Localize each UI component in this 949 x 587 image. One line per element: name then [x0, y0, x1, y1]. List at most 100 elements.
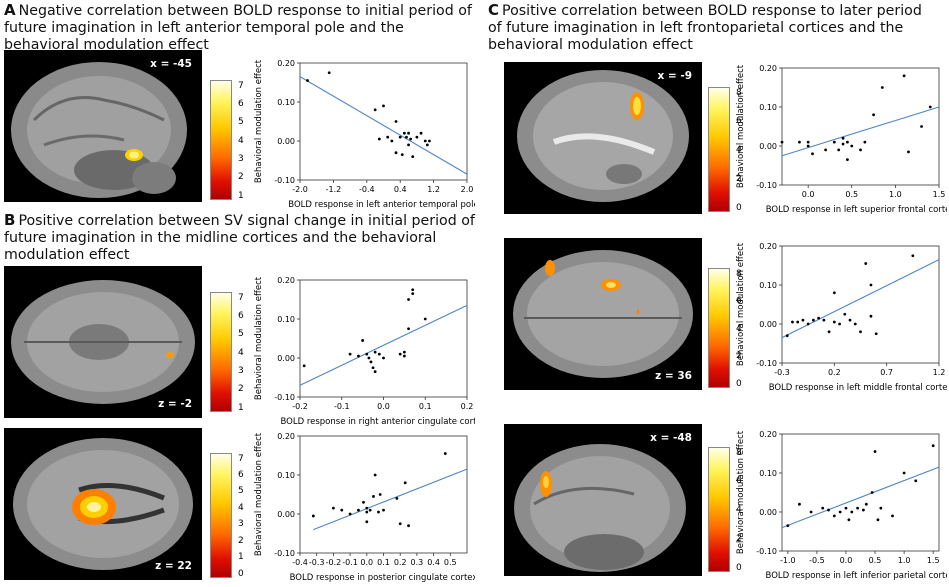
- scatter-svg: -0.10 0.00 0.10 0.20 -0.3 0.2 0.7 1.2 BOLD respo…: [736, 242, 949, 393]
- colorbar-tick-label: 0: [736, 378, 742, 389]
- colorbar-tick-label: 2: [736, 351, 742, 361]
- data-point: [785, 334, 789, 338]
- y-axis-label: Behavioral modulation effect: [254, 276, 264, 400]
- x-tick-label: 0.1: [419, 402, 432, 411]
- data-point: [827, 330, 831, 334]
- x-tick-label: 0.0: [360, 558, 373, 567]
- caption-b-text: Positive correlation between SV signal c…: [4, 213, 475, 263]
- data-point: [821, 506, 825, 510]
- plot-frame: [781, 245, 940, 364]
- data-point: [357, 354, 360, 358]
- data-point: [394, 120, 398, 123]
- data-point: [832, 291, 836, 295]
- data-point: [850, 510, 854, 514]
- caption-c-text: Positive correlation between BOLD respon…: [488, 3, 922, 53]
- colorbar-tick-label: 6: [238, 98, 244, 109]
- x-tick-label: 2.0: [461, 185, 474, 194]
- colorbar-tick-label: 2: [238, 384, 244, 395]
- data-point: [407, 298, 410, 301]
- colorbar-tick-label: 4: [736, 505, 742, 515]
- x-tick-label: 0.2: [461, 402, 474, 411]
- x-tick-label: -0.3: [774, 368, 790, 377]
- regression-line: [781, 259, 940, 339]
- y-tick-label: 0.00: [759, 142, 777, 151]
- data-point: [841, 136, 845, 140]
- data-point: [812, 318, 815, 322]
- colorbar-tick-label: 1: [238, 190, 244, 201]
- x-tick-label: -0.4: [292, 558, 308, 567]
- data-point: [443, 452, 447, 455]
- data-point: [411, 292, 415, 296]
- y-tick-label: -0.10: [274, 176, 295, 185]
- y-tick-label: 0.10: [759, 281, 777, 290]
- data-point: [382, 104, 385, 108]
- data-point: [377, 352, 381, 356]
- brain-label-b2: z = 22: [155, 560, 192, 572]
- data-point: [870, 491, 874, 494]
- caption-b-letter: B: [4, 211, 16, 229]
- data-point: [405, 135, 408, 139]
- data-point: [832, 514, 836, 518]
- data-point: [415, 135, 419, 139]
- data-point: [348, 352, 352, 356]
- scatter-svg: -0.10 0.00 0.10 0.20 -0.4 -0.3 -0.2 -0.1 0.0 0.1 0…: [254, 432, 477, 583]
- x-tick-label: -0.5: [809, 556, 825, 565]
- data-point: [832, 140, 836, 144]
- data-point: [824, 148, 828, 152]
- y-tick-label: 0.20: [277, 432, 295, 441]
- data-point: [837, 148, 841, 152]
- caption-c: C Positive correlation between BOLD respo…: [488, 2, 938, 54]
- data-point: [419, 131, 423, 135]
- colorbar-gradient: [210, 453, 232, 578]
- data-point: [843, 312, 847, 316]
- plot-frame: [299, 435, 468, 554]
- colorbar-tick-label: 2: [736, 173, 742, 184]
- x-tick-label: -0.2: [326, 558, 342, 567]
- data-point: [394, 151, 398, 155]
- y-tick-label: 0.10: [277, 471, 295, 480]
- x-tick-label: -1.0: [780, 556, 796, 565]
- y-tick-label: 0.00: [277, 510, 295, 519]
- colorbar-tick-label: 1: [238, 552, 244, 563]
- y-tick-label: 0.00: [759, 320, 777, 329]
- brain-label-a: x = -45: [150, 58, 192, 70]
- data-point: [377, 510, 380, 514]
- x-tick-label: 0.0: [802, 190, 815, 199]
- colorbar-tick-label: 0: [736, 562, 742, 573]
- scatter-svg: -0.10 0.00 0.10 0.20 0.0 0.5 1.0 1.5 BOLD respon…: [736, 64, 949, 215]
- data-point: [791, 320, 794, 324]
- colorbar-gradient: [210, 80, 232, 200]
- colorbar-tick-label: 6: [238, 469, 244, 480]
- data-point: [879, 506, 883, 510]
- x-axis-label: BOLD response in left anterior temporal …: [288, 200, 475, 210]
- colorbar-tick-label: 3: [238, 153, 244, 164]
- data-point: [780, 140, 784, 144]
- data-point: [382, 356, 385, 360]
- data-point: [847, 518, 851, 522]
- x-tick-label: 1.2: [933, 368, 946, 377]
- data-point: [327, 71, 331, 75]
- data-point: [367, 356, 371, 360]
- x-tick-label: 1.0: [889, 190, 902, 199]
- data-point: [368, 508, 372, 512]
- y-tick-label: -0.10: [756, 547, 777, 556]
- data-point: [407, 524, 410, 528]
- data-point: [400, 153, 404, 157]
- brain-image-c1: x = -9: [504, 62, 702, 214]
- x-tick-label: 0.4: [394, 185, 407, 194]
- y-tick-label: 0.10: [277, 98, 295, 107]
- data-point: [869, 283, 873, 287]
- data-point: [798, 502, 801, 506]
- data-point: [409, 137, 413, 141]
- x-axis-label: BOLD response in left superior frontal c…: [766, 205, 947, 215]
- plot-frame: [781, 67, 940, 186]
- data-point: [390, 139, 394, 143]
- data-point: [856, 506, 859, 510]
- x-tick-label: 0.0: [840, 556, 853, 565]
- data-point: [411, 288, 415, 292]
- x-tick-label: 0.5: [845, 190, 858, 199]
- colorbar-tick-label: 8: [736, 268, 742, 279]
- data-point: [796, 320, 800, 324]
- x-tick-label: -1.2: [326, 185, 342, 194]
- y-tick-label: 0.10: [759, 103, 777, 112]
